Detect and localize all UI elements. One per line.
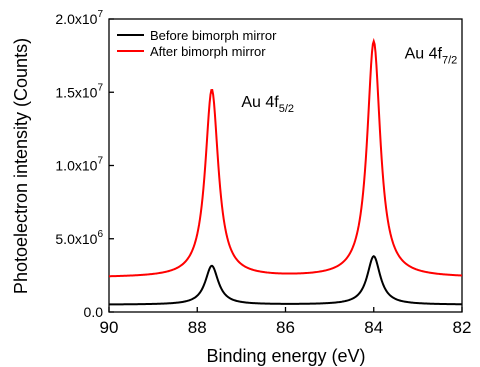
legend-label-after: After bimorph mirror [150, 44, 266, 59]
series-line-1 [108, 37, 463, 278]
y-tick-label: 1.0x107 [55, 156, 103, 174]
y-axis-label: Photoelectron intensity (Counts) [11, 38, 31, 294]
peak-annotation: Au 4f7/2 [405, 46, 458, 67]
x-tick-label: 90 [100, 318, 119, 337]
legend: Before bimorph mirror After bimorph mirr… [117, 28, 277, 59]
peak-annotation: Au 4f5/2 [241, 94, 294, 115]
plot-area-frame [108, 18, 463, 313]
legend-label-before: Before bimorph mirror [150, 28, 277, 43]
y-tick-label: 5.0x106 [55, 229, 103, 247]
x-tick-label: 84 [364, 318, 383, 337]
y-tick-label: 1.5x107 [55, 82, 103, 100]
x-tick-label: 86 [276, 318, 295, 337]
y-tick-label: 0.0 [84, 304, 104, 320]
series-line-0 [109, 255, 463, 306]
x-tick-label: 82 [453, 318, 472, 337]
x-tick-label: 88 [188, 318, 207, 337]
y-tick-label: 2.0x107 [55, 9, 103, 27]
x-axis-label: Binding energy (eV) [206, 346, 365, 366]
